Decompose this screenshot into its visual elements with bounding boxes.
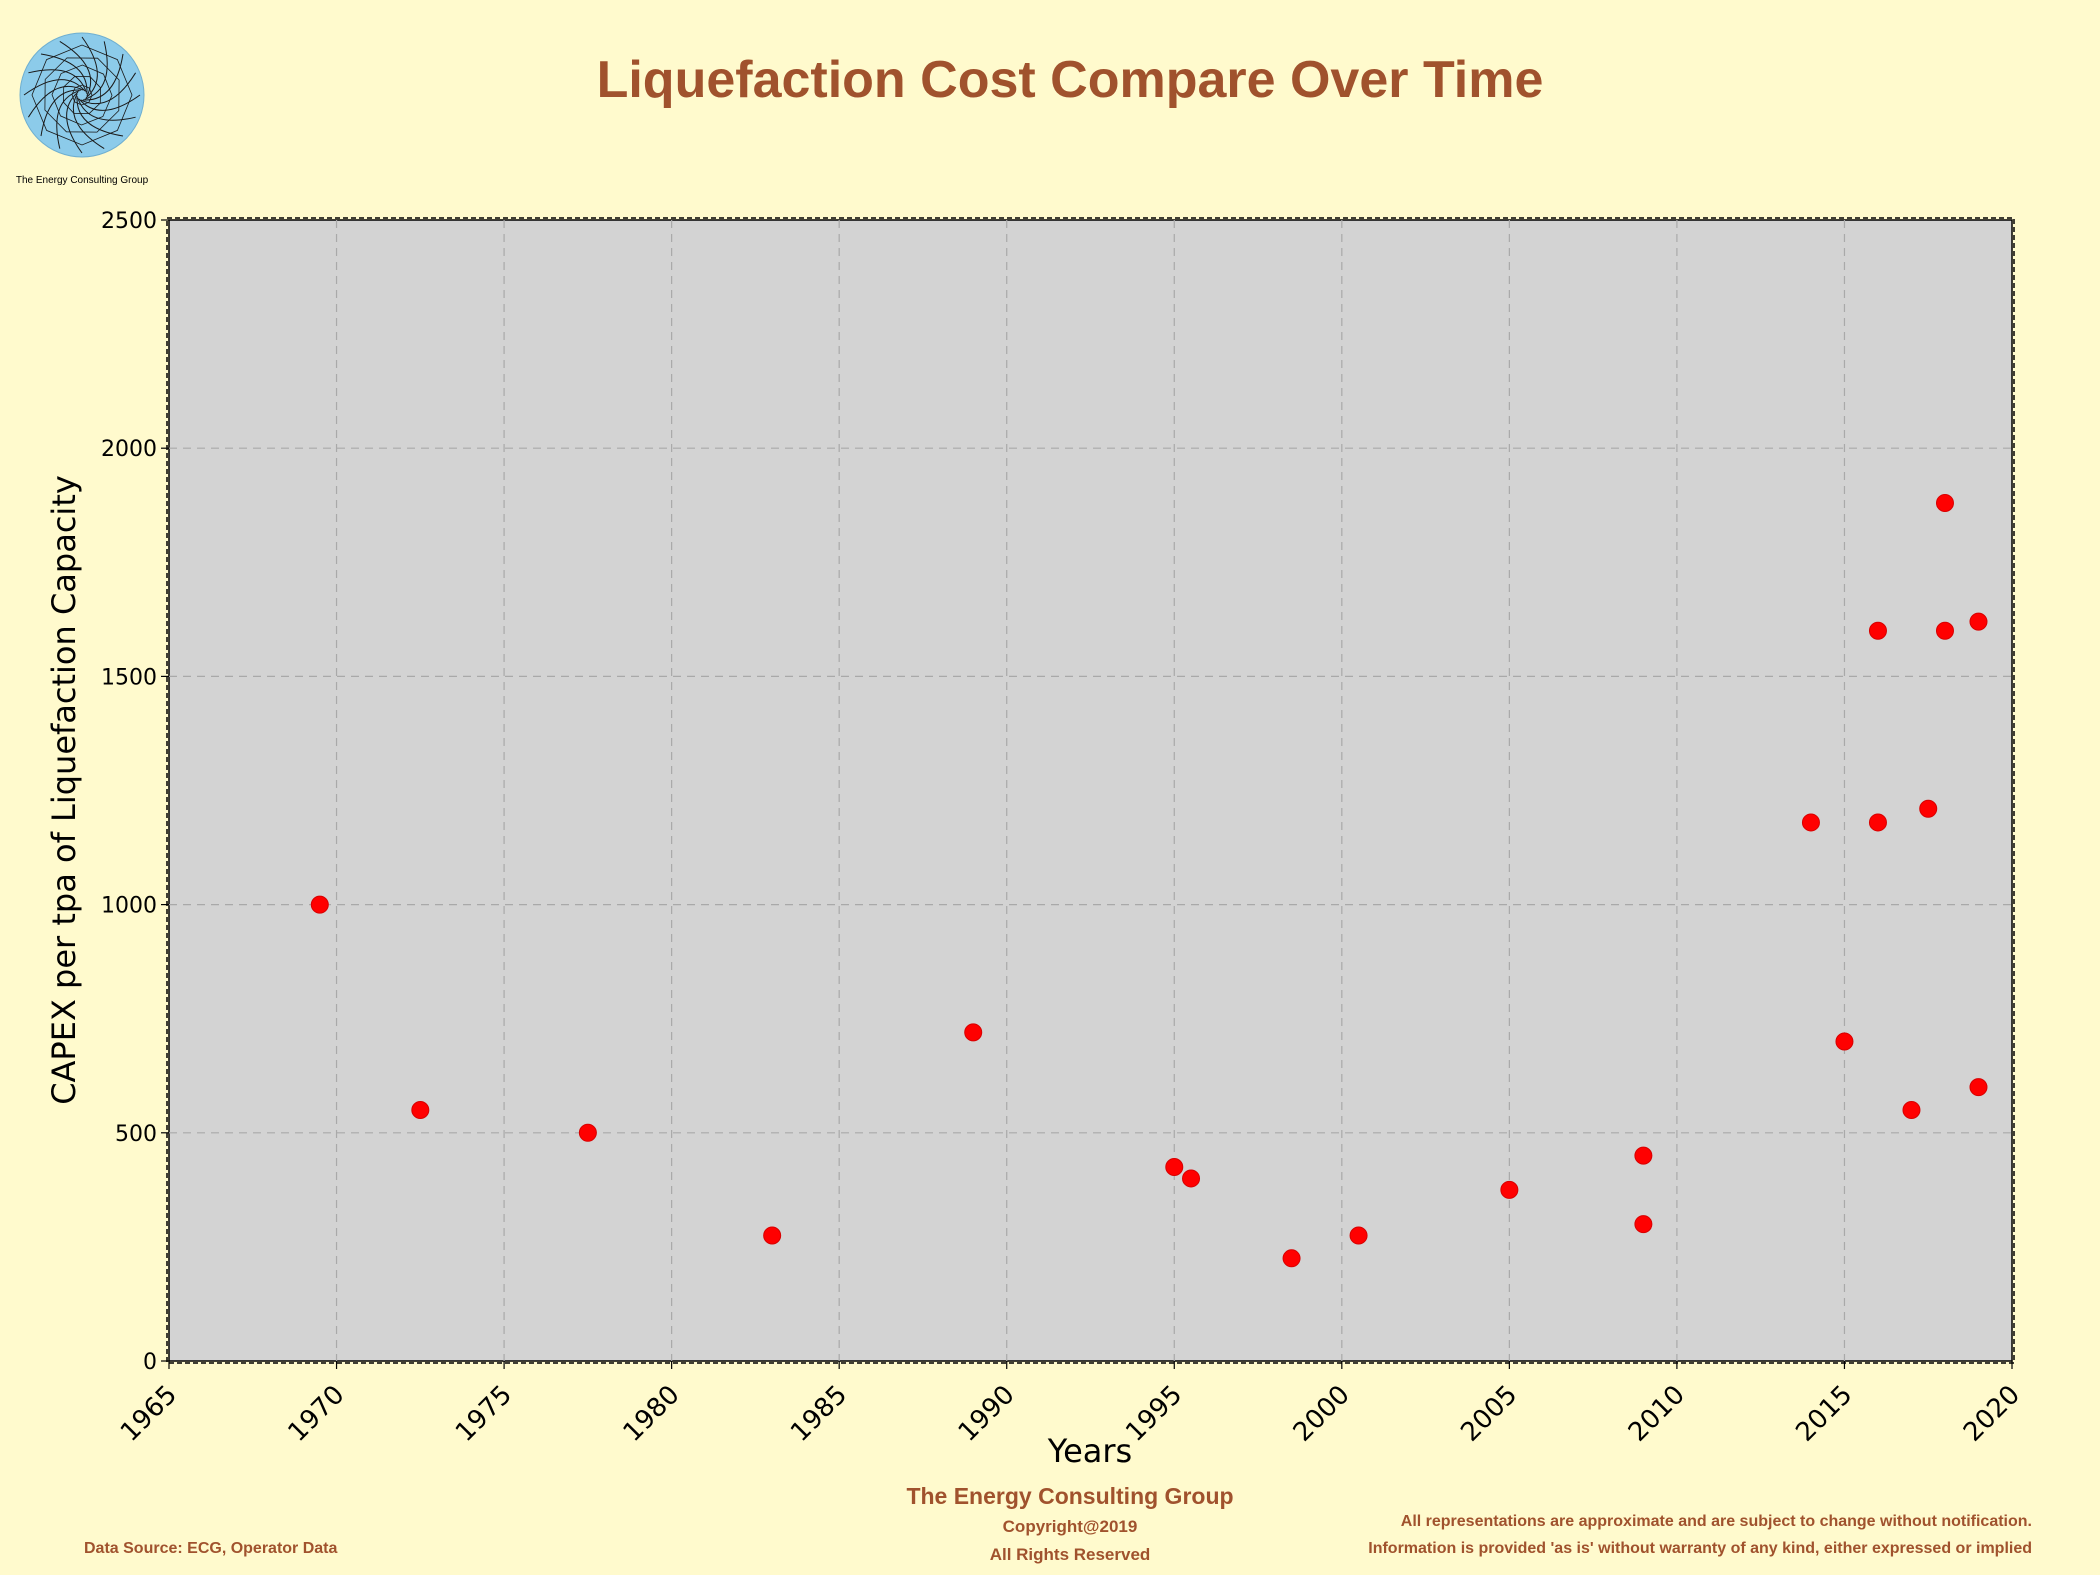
data-point — [964, 1023, 983, 1042]
data-point — [1349, 1226, 1368, 1245]
x-tick-label: 2015 — [1790, 1380, 1858, 1448]
data-point — [1868, 621, 1887, 640]
y-tick-label: 0 — [143, 1350, 157, 1375]
data-point — [763, 1226, 782, 1245]
data-point — [578, 1123, 597, 1142]
plot-area — [168, 219, 2013, 1362]
chart-title: Liquefaction Cost Compare Over Time — [597, 51, 1544, 109]
data-point — [1500, 1180, 1519, 1199]
footer-rights: All Rights Reserved — [990, 1545, 1151, 1564]
y-tick-label: 1500 — [101, 665, 157, 690]
x-tick-label: 1975 — [450, 1380, 518, 1448]
data-point — [1868, 813, 1887, 832]
x-tick-label: 1990 — [953, 1380, 1021, 1448]
data-point — [411, 1100, 430, 1119]
data-point — [1935, 621, 1954, 640]
y-tick-label: 1000 — [101, 894, 157, 919]
logo: The Energy Consulting Group — [16, 32, 149, 186]
footer-disclaimer-1: All representations are approximate and … — [1401, 1513, 2032, 1530]
x-tick-label: 2005 — [1455, 1380, 1523, 1448]
logo-caption: The Energy Consulting Group — [16, 175, 149, 186]
data-point — [1919, 799, 1938, 818]
data-point — [1282, 1249, 1301, 1268]
y-tick-label: 2000 — [101, 437, 157, 462]
footer-disclaimer-2: Information is provided 'as is' without … — [1368, 1540, 2032, 1557]
footer-copyright: Copyright@2019 — [1003, 1517, 1138, 1536]
spiral-logo-icon — [19, 32, 145, 158]
data-point — [1969, 612, 1988, 631]
footer-data-source: Data Source: ECG, Operator Data — [84, 1540, 338, 1557]
x-tick-label: 1980 — [618, 1380, 686, 1448]
data-point — [1902, 1100, 1921, 1119]
y-tick-label: 500 — [115, 1122, 157, 1147]
plot-outer-frame — [166, 217, 2015, 1364]
x-tick-label: 2020 — [1958, 1380, 2026, 1448]
y-axis: 0 500 1000 1500 2000 2500 — [101, 209, 169, 1375]
y-axis-label: CAPEX per tpa of Liquefaction Capacity — [45, 475, 83, 1105]
x-tick-label: 2010 — [1623, 1380, 1691, 1448]
data-point — [1634, 1215, 1653, 1234]
data-point — [310, 895, 329, 914]
data-point — [1182, 1169, 1201, 1188]
scatter-series — [310, 493, 1988, 1268]
x-tick-label: 2000 — [1288, 1380, 1356, 1448]
x-axis-label: Years — [1047, 1432, 1132, 1470]
y-tick-label: 2500 — [101, 209, 157, 234]
data-point — [1801, 813, 1820, 832]
data-point — [1935, 493, 1954, 512]
data-point — [1969, 1078, 1988, 1097]
data-point — [1165, 1158, 1184, 1177]
x-tick-label: 1970 — [283, 1380, 351, 1448]
footer-company: The Energy Consulting Group — [906, 1483, 1233, 1509]
x-tick-label: 1965 — [115, 1380, 183, 1448]
data-point — [1634, 1146, 1653, 1165]
data-point — [1835, 1032, 1854, 1051]
x-tick-label: 1985 — [785, 1380, 853, 1448]
